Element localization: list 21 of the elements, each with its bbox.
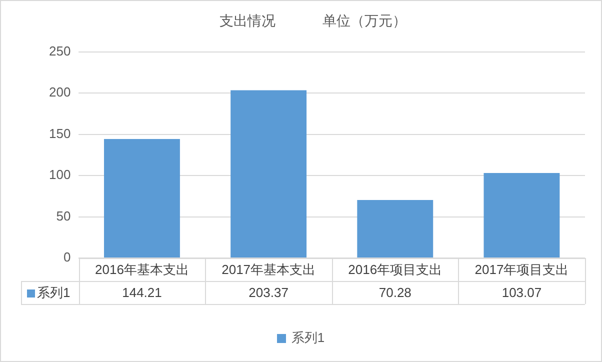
x-tick-label: 2016年基本支出 [95, 262, 189, 278]
bar [484, 172, 560, 258]
text: 系列1 [291, 330, 325, 345]
chart-title: 支出情况 单位（万元） [220, 12, 406, 28]
legend-label: 系列1 [37, 285, 70, 300]
data-label: 144.21 [122, 285, 162, 300]
data-label: 103.07 [502, 285, 542, 300]
data-label: 203.37 [248, 285, 288, 300]
y-tick-label: 150 [48, 126, 71, 141]
y-tick-label: 0 [63, 250, 71, 265]
bar [357, 200, 434, 258]
bar [104, 139, 180, 258]
x-tick-label: 2017年项目支出 [474, 262, 569, 278]
x-tick-label: 2017年基本支出 [222, 262, 316, 278]
y-tick-label: 200 [48, 84, 71, 100]
y-tick-label: 100 [48, 167, 71, 182]
y-tick-label: 250 [48, 43, 71, 58]
x-tick-label: 2016年项目支出 [348, 262, 442, 278]
data-label: 70.28 [378, 285, 412, 300]
bar [230, 90, 307, 258]
y-tick-label: 50 [56, 208, 71, 224]
